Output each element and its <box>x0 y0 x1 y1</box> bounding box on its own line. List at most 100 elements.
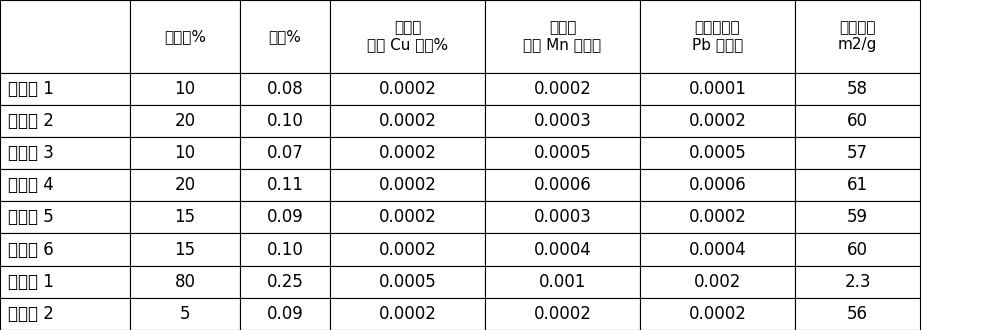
Text: 0.001: 0.001 <box>539 273 586 291</box>
Bar <box>0 266 130 298</box>
Bar <box>0 73 130 105</box>
Bar <box>485 137 640 169</box>
Text: 0.10: 0.10 <box>267 241 303 259</box>
Text: 61: 61 <box>847 176 868 194</box>
Bar <box>330 137 485 169</box>
Bar <box>240 169 330 201</box>
Text: 0.0002: 0.0002 <box>379 208 436 226</box>
Bar <box>640 201 795 234</box>
Text: 0.08: 0.08 <box>267 80 303 98</box>
Bar <box>640 105 795 137</box>
Text: 0.0002: 0.0002 <box>379 144 436 162</box>
Bar <box>240 298 330 330</box>
Text: 0.0002: 0.0002 <box>534 80 591 98</box>
Text: 20: 20 <box>174 112 196 130</box>
Bar <box>130 169 240 201</box>
Text: 0.0002: 0.0002 <box>379 80 436 98</box>
Bar <box>130 73 240 105</box>
Bar <box>795 298 920 330</box>
Text: 0.0002: 0.0002 <box>379 305 436 323</box>
Bar <box>640 73 795 105</box>
Text: 0.0002: 0.0002 <box>379 112 436 130</box>
Bar <box>240 73 330 105</box>
Bar <box>0 105 130 137</box>
Bar <box>795 73 920 105</box>
Text: 0.10: 0.10 <box>267 112 303 130</box>
Bar <box>795 233 920 266</box>
Text: 对比例 1: 对比例 1 <box>8 273 54 291</box>
Bar <box>0 201 130 234</box>
Bar <box>640 266 795 298</box>
Text: 0.07: 0.07 <box>267 144 303 162</box>
Text: 0.09: 0.09 <box>267 208 303 226</box>
Text: 0.09: 0.09 <box>267 305 303 323</box>
Text: 57: 57 <box>847 144 868 162</box>
Bar <box>130 105 240 137</box>
Bar <box>795 137 920 169</box>
Text: 2.3: 2.3 <box>844 273 871 291</box>
Text: 0.0006: 0.0006 <box>534 176 591 194</box>
Bar <box>0 233 130 266</box>
Bar <box>240 201 330 234</box>
Bar <box>130 137 240 169</box>
Bar <box>640 298 795 330</box>
Text: 实施例 5: 实施例 5 <box>8 208 54 226</box>
Bar <box>795 105 920 137</box>
Text: 0.0001: 0.0001 <box>689 80 746 98</box>
Bar <box>130 266 240 298</box>
Bar <box>0 137 130 169</box>
Bar <box>330 266 485 298</box>
Text: 0.0005: 0.0005 <box>689 144 746 162</box>
Text: 10: 10 <box>174 144 196 162</box>
Text: 实施例 1: 实施例 1 <box>8 80 54 98</box>
Bar <box>0 0 130 73</box>
Text: 0.002: 0.002 <box>694 273 741 291</box>
Bar <box>485 201 640 234</box>
Text: 锤含量
（以 Mn 计）％: 锤含量 （以 Mn 计）％ <box>523 20 602 52</box>
Text: 0.0005: 0.0005 <box>379 273 436 291</box>
Bar <box>0 169 130 201</box>
Bar <box>330 201 485 234</box>
Text: 比表面积
m2/g: 比表面积 m2/g <box>838 20 877 52</box>
Text: 锥含量%: 锥含量% <box>164 29 206 44</box>
Bar <box>330 298 485 330</box>
Bar <box>485 298 640 330</box>
Text: 59: 59 <box>847 208 868 226</box>
Text: 0.0002: 0.0002 <box>689 208 746 226</box>
Bar <box>330 73 485 105</box>
Bar <box>795 0 920 73</box>
Bar <box>330 0 485 73</box>
Text: 58: 58 <box>847 80 868 98</box>
Text: 0.0004: 0.0004 <box>534 241 591 259</box>
Text: 实施例 6: 实施例 6 <box>8 241 54 259</box>
Bar <box>330 105 485 137</box>
Text: 对比例 2: 对比例 2 <box>8 305 54 323</box>
Text: 铜含量
（以 Cu 计）%: 铜含量 （以 Cu 计）% <box>367 20 448 52</box>
Text: 0.0002: 0.0002 <box>379 241 436 259</box>
Bar <box>485 73 640 105</box>
Text: 10: 10 <box>174 80 196 98</box>
Text: 80: 80 <box>175 273 196 291</box>
Bar <box>130 0 240 73</box>
Text: 实施例 2: 实施例 2 <box>8 112 54 130</box>
Bar <box>130 233 240 266</box>
Bar <box>485 0 640 73</box>
Bar <box>485 105 640 137</box>
Text: 0.0002: 0.0002 <box>689 305 746 323</box>
Bar <box>240 233 330 266</box>
Text: 15: 15 <box>174 241 196 259</box>
Bar <box>795 266 920 298</box>
Text: 0.0005: 0.0005 <box>534 144 591 162</box>
Bar <box>795 201 920 234</box>
Text: 0.0002: 0.0002 <box>689 112 746 130</box>
Text: 56: 56 <box>847 305 868 323</box>
Bar <box>240 0 330 73</box>
Bar <box>640 169 795 201</box>
Text: 0.0003: 0.0003 <box>534 208 591 226</box>
Text: 铅含量（以
Pb 计）％: 铅含量（以 Pb 计）％ <box>692 20 743 52</box>
Text: 60: 60 <box>847 241 868 259</box>
Bar <box>640 137 795 169</box>
Bar <box>240 137 330 169</box>
Bar <box>330 233 485 266</box>
Text: 实施例 3: 实施例 3 <box>8 144 54 162</box>
